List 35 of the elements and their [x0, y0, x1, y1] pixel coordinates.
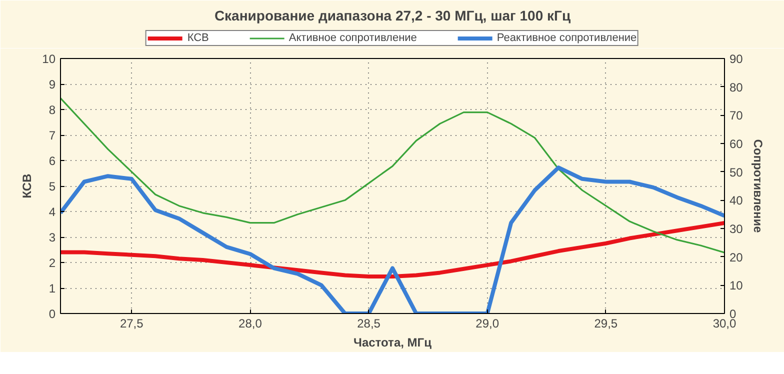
y2-tick-label: 70 — [730, 108, 744, 123]
x-tick-label: 28,5 — [357, 316, 381, 330]
y2-tick-label: 60 — [730, 137, 744, 151]
y2-tick-label: 80 — [730, 80, 744, 94]
x-tick-label: 29,5 — [594, 316, 618, 330]
y2-tick-label: 40 — [730, 194, 744, 208]
x-tick-label: 28,0 — [238, 316, 262, 330]
y2-axis-title: Сопротивление — [750, 139, 765, 234]
y2-tick-label: 50 — [730, 165, 744, 180]
y-tick-label: 0 — [48, 307, 56, 321]
x-axis-title: Частота, МГц — [354, 336, 432, 350]
y2-tick-label: 10 — [730, 278, 744, 293]
legend-label: Активное сопротивление — [288, 32, 417, 44]
y-tick-label: 4 — [48, 205, 56, 219]
y-tick-label: 3 — [48, 230, 56, 244]
chart-title: Сканирование диапазона 27,2 - 30 МГц, шаг 100 кГц — [214, 8, 571, 24]
y-tick-label: 9 — [48, 78, 56, 92]
legend-label: Реактивное сопротивление — [496, 32, 637, 44]
y-tick-label: 7 — [48, 128, 56, 142]
legend-label: КСВ — [187, 32, 209, 44]
x-tick-label: 30,0 — [712, 316, 737, 330]
y2-tick-label: 30 — [730, 222, 744, 236]
y-axis-title: КСВ — [20, 173, 34, 198]
x-tick-label: 29,0 — [476, 316, 500, 330]
y2-tick-label: 20 — [730, 250, 744, 264]
y-tick-label: 6 — [48, 154, 56, 168]
y-tick-label: 2 — [48, 256, 56, 270]
y-tick-label: 5 — [48, 180, 56, 194]
y-tick-label: 8 — [48, 103, 56, 117]
line-series — [60, 220, 724, 279]
y2-tick-label: 90 — [730, 52, 744, 66]
y-tick-label: 1 — [48, 282, 56, 296]
x-tick-label: 27,5 — [120, 316, 144, 330]
y-tick-label: 10 — [42, 52, 56, 66]
line-series — [60, 97, 724, 254]
